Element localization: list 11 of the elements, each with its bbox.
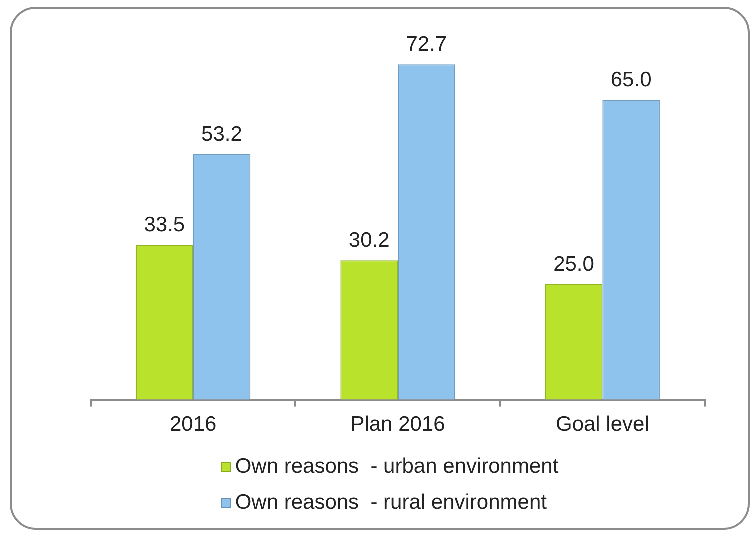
data-label: 33.5 — [144, 214, 186, 237]
data-label: 53.2 — [202, 122, 242, 146]
data-label: 65.0 — [610, 68, 652, 92]
x-tick-label: Goal level — [556, 413, 650, 436]
legend-label: Own reasons - rural environment — [235, 491, 547, 515]
data-label: 30.2 — [348, 228, 390, 252]
data-label: 25.0 — [554, 252, 594, 276]
legend-label: Own reasons - urban environment — [235, 455, 559, 479]
data-label: 72.7 — [406, 32, 448, 56]
x-tick-label: Plan 2016 — [350, 413, 446, 436]
x-tick-label: 2016 — [170, 413, 217, 436]
